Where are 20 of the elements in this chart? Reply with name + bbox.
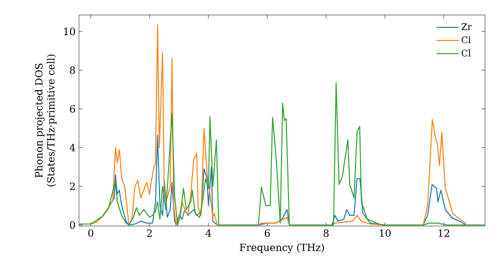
text: Phonon projected DOS [34, 64, 45, 178]
x-tick-label: 8 [324, 229, 329, 237]
x-tick-label: 0 [88, 229, 94, 237]
y-tick-label: 8 [70, 66, 75, 74]
legend-label: Cl [462, 36, 471, 44]
y-tick-label: 4 [70, 144, 76, 152]
x-axis-title: Frequency (THz) [240, 243, 324, 254]
line-series [79, 82, 486, 226]
y-tick-label: 10 [64, 28, 75, 36]
y-tick-label: 6 [70, 105, 76, 113]
y-tick-label: 0 [70, 221, 75, 229]
text: (States/THz·primitive cell) [46, 54, 56, 186]
legend-label: Zr [462, 23, 472, 30]
x-tick-label: 12 [438, 229, 450, 237]
legend-label: Cl [462, 50, 471, 56]
x-tick-label: 2 [147, 229, 152, 237]
y-tick-label: 2 [70, 182, 75, 190]
x-tick-label: 10 [380, 229, 391, 237]
x-tick-label: 6 [264, 229, 270, 237]
x-tick-label: 4 [206, 229, 212, 237]
